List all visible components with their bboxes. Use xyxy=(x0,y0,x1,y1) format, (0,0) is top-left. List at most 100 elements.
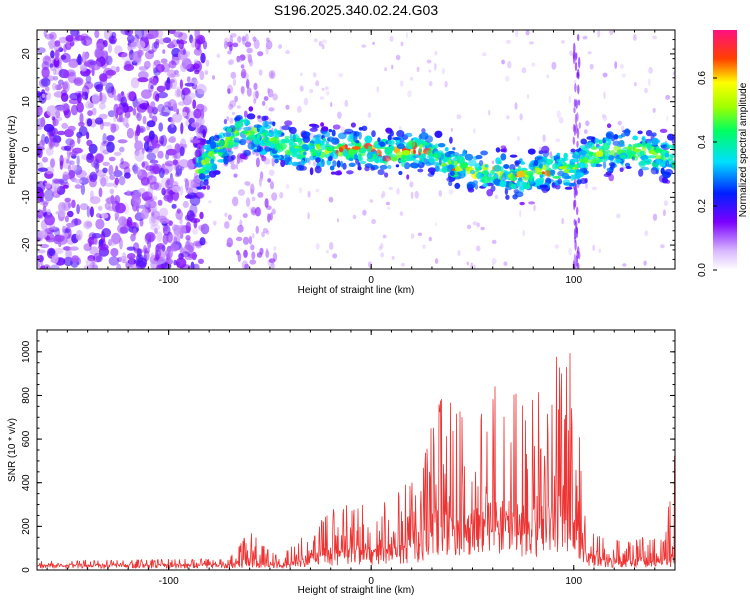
snr-y-tick-label: 800 xyxy=(21,387,32,404)
spectrogram-signal-blob xyxy=(478,160,484,166)
spectrogram-signal-blob xyxy=(619,167,624,172)
spectrogram-noise-blob xyxy=(190,261,195,269)
spectrogram-noise-blob xyxy=(152,141,158,149)
spectrogram-noise-blob xyxy=(79,203,89,211)
spectrogram-noise-blob xyxy=(102,167,108,173)
spectrogram-faint-dot xyxy=(603,91,606,100)
spectrogram-signal-blob xyxy=(620,133,626,138)
spectrogram-faint-dot xyxy=(505,75,510,82)
spectrogram-faint-dot xyxy=(391,255,395,260)
spectrogram-sparse-blob xyxy=(258,177,262,187)
spectrogram-noise-blob xyxy=(166,77,171,84)
spectrogram-faint-dot xyxy=(517,135,520,141)
spectrogram-noise-blob xyxy=(185,221,191,234)
spectrogram-signal-blob xyxy=(340,145,347,149)
spectrogram-signal-blob xyxy=(300,159,305,166)
spectrogram-signal-blob xyxy=(404,132,413,138)
spectrogram-noise-blob xyxy=(65,42,72,51)
spectrogram-sparse-blob xyxy=(247,54,252,64)
spectrogram-signal-blob xyxy=(449,136,453,144)
spectrogram-noise-blob xyxy=(70,30,79,37)
spectrogram-noise-blob xyxy=(115,106,125,116)
spectrogram-noise-blob xyxy=(54,247,64,255)
spectrogram-streak-blob xyxy=(574,51,577,62)
spectrogram-noise-blob xyxy=(142,115,147,125)
spectrogram-noise-blob xyxy=(53,68,57,76)
spectrogram-sparse-blob xyxy=(239,219,243,227)
spectrogram-signal-blob xyxy=(212,170,221,175)
spectrogram-faint-dot xyxy=(514,30,519,38)
spectrogram-signal-blob xyxy=(203,179,209,186)
spectrogram-faint-dot xyxy=(265,105,268,109)
spectrogram-noise-blob xyxy=(62,225,66,233)
spectrogram-noise-blob xyxy=(146,105,153,115)
spectrogram-signal-blob xyxy=(347,143,356,147)
spectrogram-sparse-blob xyxy=(253,90,259,101)
spectrogram-faint-dot xyxy=(278,44,283,49)
spectrogram-noise-blob xyxy=(152,77,158,86)
spectrogram-noise-blob xyxy=(85,258,95,267)
spectrogram-signal-blob xyxy=(610,162,615,171)
spectrogram-faint-dot xyxy=(309,88,314,94)
spectrogram-noise-blob xyxy=(173,31,183,38)
spectrogram-noise-blob xyxy=(40,77,51,87)
spectrogram-faint-dot xyxy=(546,74,550,79)
spectrogram-signal-blob xyxy=(395,164,400,168)
spectrogram-noise-blob xyxy=(155,38,160,46)
spectrogram-signal-blob xyxy=(317,148,323,153)
spectrogram-faint-dot xyxy=(556,110,561,119)
spectrogram-noise-blob xyxy=(138,188,146,194)
spectrogram-noise-blob xyxy=(100,212,109,219)
spectrogram-noise-blob xyxy=(152,196,158,201)
spectrogram-faint-dot xyxy=(506,115,510,120)
spectrogram-noise-blob xyxy=(158,167,165,179)
spectrogram-noise-blob xyxy=(153,182,162,191)
spectrogram-faint-dot xyxy=(434,63,437,71)
spectrogram-sparse-blob xyxy=(227,50,232,55)
spectrogram-signal-blob xyxy=(509,164,516,171)
spectrogram-noise-blob xyxy=(107,110,116,118)
spectrogram-noise-blob xyxy=(150,224,161,231)
spectrogram-signal-blob xyxy=(257,115,261,119)
spectrogram-sparse-blob xyxy=(266,37,270,42)
spectrogram-faint-dot xyxy=(582,35,588,40)
spectrogram-noise-blob xyxy=(175,165,183,175)
spectrogram-noise-blob xyxy=(63,70,70,79)
spectrogram-sparse-blob xyxy=(226,237,233,248)
spectrogram-noise-blob xyxy=(146,120,156,128)
spectrogram-noise-blob xyxy=(141,89,152,99)
spectrogram-signal-blob xyxy=(328,155,333,161)
spectrogram-signal-blob xyxy=(225,150,234,156)
spectrogram-noise-blob xyxy=(105,69,117,76)
spectrogram-noise-blob xyxy=(120,157,124,165)
spectrogram-noise-blob xyxy=(168,220,173,226)
spectrogram-noise-blob xyxy=(71,199,76,209)
spectrogram-signal-blob xyxy=(605,131,615,140)
spectrogram-signal-blob xyxy=(522,182,528,187)
spectrogram-faint-dot xyxy=(252,232,255,239)
spectrogram-signal-blob xyxy=(490,169,496,176)
spectrogram-signal-blob xyxy=(292,134,296,142)
spectrogram-faint-dot xyxy=(380,252,385,258)
spectrogram-noise-blob xyxy=(86,139,93,147)
spectrogram-noise-blob xyxy=(93,159,100,170)
spectrogram-signal-blob xyxy=(202,171,208,175)
spectrogram-faint-dot xyxy=(428,69,432,73)
spectrogram-faint-dot xyxy=(246,53,250,59)
spectrogram-signal-blob xyxy=(574,171,581,180)
spectrogram-faint-dot xyxy=(369,199,374,203)
spectrogram-sparse-blob xyxy=(255,225,259,234)
spectrogram-signal-blob xyxy=(647,155,656,159)
spectrogram-faint-dot xyxy=(466,261,470,266)
spectrogram-faint-dot xyxy=(456,114,462,120)
spectrogram-faint-dot xyxy=(529,41,534,45)
spectrogram-signal-blob xyxy=(270,136,280,145)
spectrogram-signal-blob xyxy=(507,173,512,179)
spectrogram-sparse-blob xyxy=(236,55,241,63)
spectrogram-noise-blob xyxy=(102,40,108,48)
spectrogram-noise-blob xyxy=(67,164,72,173)
spectrogram-noise-blob xyxy=(157,103,165,113)
spectrogram-noise-blob xyxy=(58,209,66,218)
spectrogram-noise-blob xyxy=(38,190,45,199)
